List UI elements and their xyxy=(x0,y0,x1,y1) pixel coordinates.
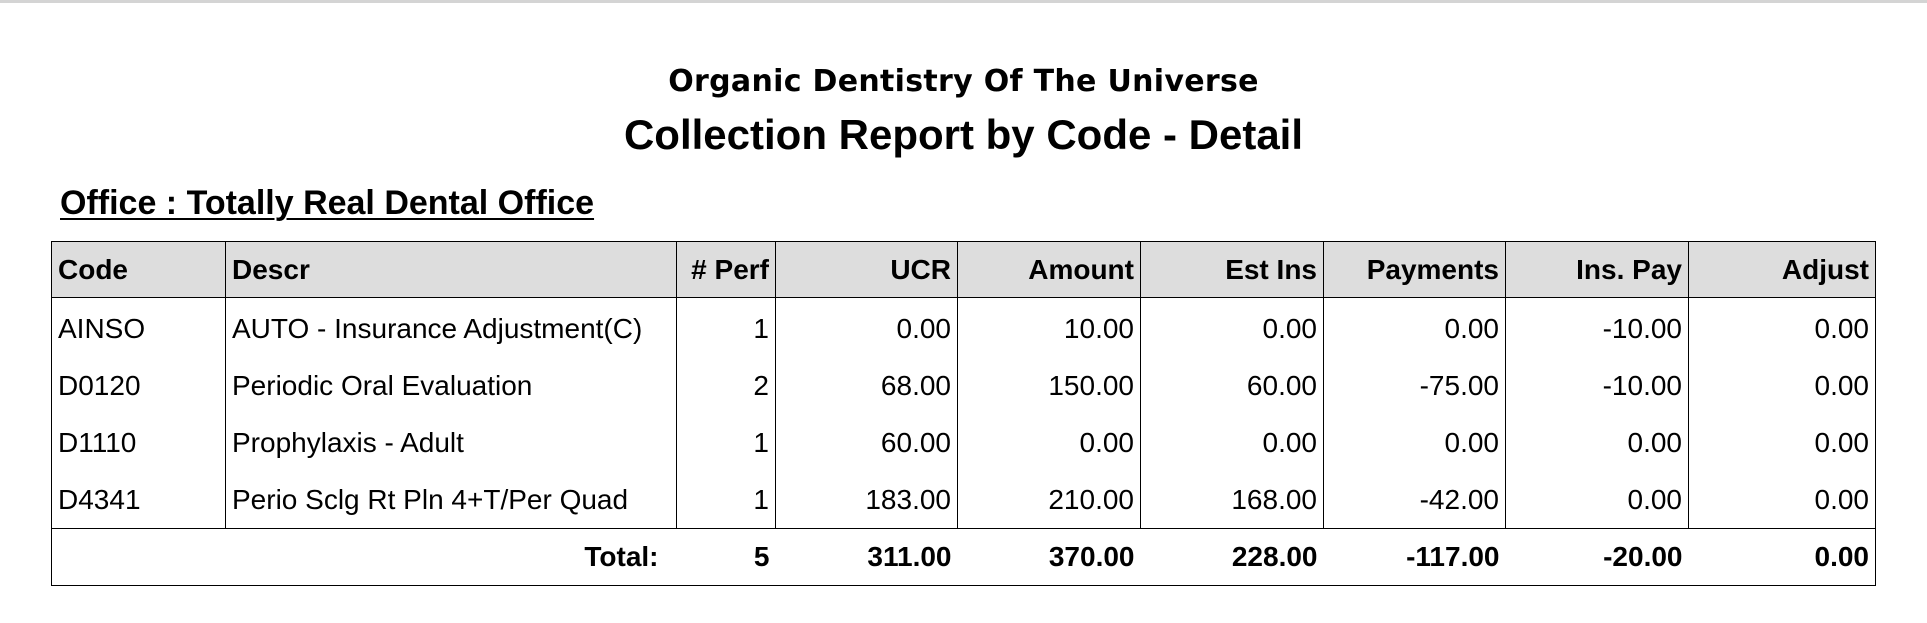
cell-amount: 150.00 xyxy=(957,357,1141,414)
cell-code: AINSO xyxy=(51,297,226,357)
cell-ins-pay: -10.00 xyxy=(1505,357,1689,414)
cell-ins-pay: 0.00 xyxy=(1505,414,1689,471)
cell-code: D0120 xyxy=(51,357,226,414)
total-ins-pay: -20.00 xyxy=(1505,528,1689,586)
total-est-ins: 228.00 xyxy=(1140,528,1324,586)
cell-adjust: 0.00 xyxy=(1688,357,1876,414)
total-perf: 5 xyxy=(676,528,776,586)
table-header-row: Code Descr # Perf UCR Amount Est Ins Pay… xyxy=(51,241,1876,298)
cell-payments: 0.00 xyxy=(1323,414,1506,471)
header-payments: Payments xyxy=(1323,241,1506,298)
cell-est-ins: 0.00 xyxy=(1140,414,1324,471)
header-descr: Descr xyxy=(225,241,677,298)
report-title: Collection Report by Code - Detail xyxy=(623,111,1304,158)
total-ucr: 311.00 xyxy=(775,528,958,586)
cell-amount: 0.00 xyxy=(957,414,1141,471)
cell-descr: Perio Sclg Rt Pln 4+T/Per Quad xyxy=(225,471,677,529)
cell-ucr: 0.00 xyxy=(775,297,958,357)
cell-amount: 10.00 xyxy=(957,297,1141,357)
total-label: Total: xyxy=(51,528,677,586)
collection-table: Code Descr # Perf UCR Amount Est Ins Pay… xyxy=(51,241,1876,586)
cell-est-ins: 60.00 xyxy=(1140,357,1324,414)
table-row: D0120 Periodic Oral Evaluation 2 68.00 1… xyxy=(51,357,1876,414)
header-ins-pay: Ins. Pay xyxy=(1505,241,1689,298)
cell-descr: Prophylaxis - Adult xyxy=(225,414,677,471)
cell-perf: 1 xyxy=(676,414,776,471)
cell-code: D4341 xyxy=(51,471,226,529)
cell-perf: 1 xyxy=(676,471,776,529)
cell-perf: 1 xyxy=(676,297,776,357)
total-payments: -117.00 xyxy=(1323,528,1506,586)
table-row: D4341 Perio Sclg Rt Pln 4+T/Per Quad 1 1… xyxy=(51,471,1876,529)
organization-name: Organic Dentistry Of The Universe xyxy=(668,64,1259,99)
cell-adjust: 0.00 xyxy=(1688,471,1876,529)
total-row: Total: 5 311.00 370.00 228.00 -117.00 -2… xyxy=(51,528,1876,586)
cell-code: D1110 xyxy=(51,414,226,471)
cell-ins-pay: -10.00 xyxy=(1505,297,1689,357)
cell-ucr: 183.00 xyxy=(775,471,958,529)
cell-adjust: 0.00 xyxy=(1688,414,1876,471)
cell-payments: 0.00 xyxy=(1323,297,1506,357)
cell-payments: -42.00 xyxy=(1323,471,1506,529)
total-amount: 370.00 xyxy=(957,528,1141,586)
cell-payments: -75.00 xyxy=(1323,357,1506,414)
header-code: Code xyxy=(51,241,226,298)
header-ucr: UCR xyxy=(775,241,958,298)
header-perf: # Perf xyxy=(676,241,776,298)
cell-descr: AUTO - Insurance Adjustment(C) xyxy=(225,297,677,357)
header-est-ins: Est Ins xyxy=(1140,241,1324,298)
cell-ins-pay: 0.00 xyxy=(1505,471,1689,529)
header-adjust: Adjust xyxy=(1688,241,1876,298)
cell-adjust: 0.00 xyxy=(1688,297,1876,357)
cell-perf: 2 xyxy=(676,357,776,414)
table-row: D1110 Prophylaxis - Adult 1 60.00 0.00 0… xyxy=(51,414,1876,471)
header-amount: Amount xyxy=(957,241,1141,298)
table-row: AINSO AUTO - Insurance Adjustment(C) 1 0… xyxy=(51,297,1876,357)
total-adjust: 0.00 xyxy=(1688,528,1876,586)
cell-amount: 210.00 xyxy=(957,471,1141,529)
top-divider xyxy=(0,0,1927,3)
cell-descr: Periodic Oral Evaluation xyxy=(225,357,677,414)
cell-ucr: 68.00 xyxy=(775,357,958,414)
cell-ucr: 60.00 xyxy=(775,414,958,471)
cell-est-ins: 0.00 xyxy=(1140,297,1324,357)
office-heading: Office : Totally Real Dental Office xyxy=(60,184,595,222)
cell-est-ins: 168.00 xyxy=(1140,471,1324,529)
